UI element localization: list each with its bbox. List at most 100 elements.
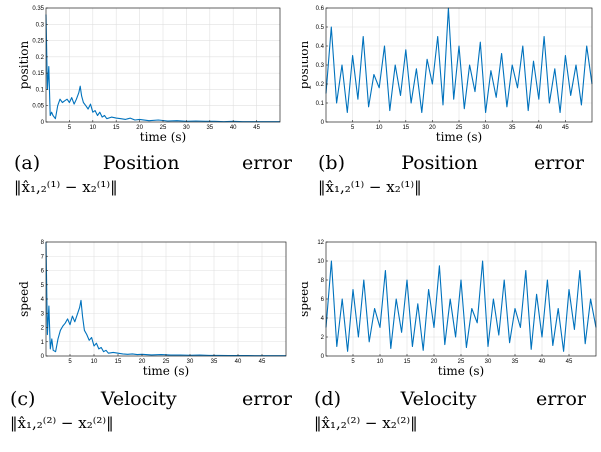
caption-a-formula: ‖x̂₁,₂⁽¹⁾ − x₂⁽¹⁾‖ bbox=[14, 178, 118, 196]
y-tick-label: 0 bbox=[41, 354, 45, 360]
caption-c: (c) Velocity error ‖x̂₁,₂⁽²⁾ − x₂⁽²⁾‖ bbox=[10, 388, 292, 434]
x-tick-label: 40 bbox=[235, 359, 242, 365]
x-tick-label: 45 bbox=[259, 359, 266, 365]
chart-panel-d: 5 10 15 20 25 30 35 40 45 0 2 4 6 8 10 12 time (s) speed bbox=[302, 232, 598, 382]
y-axis-label: speed bbox=[17, 281, 31, 317]
x-tick-label: 5 bbox=[351, 125, 355, 131]
y-axis-label: position bbox=[302, 40, 311, 89]
x-tick-label: 45 bbox=[566, 359, 573, 365]
caption-c-word2: error bbox=[242, 388, 292, 410]
x-tick-label: 20 bbox=[429, 125, 436, 131]
x-tick-label: 15 bbox=[113, 125, 120, 131]
y-tick-label: 0.3 bbox=[36, 22, 45, 28]
series-line bbox=[45, 241, 286, 357]
y-tick-label: 0.4 bbox=[316, 44, 325, 50]
caption-b-label: (b) bbox=[318, 152, 345, 174]
y-tick-label: 0.2 bbox=[316, 82, 325, 88]
x-tick-label: 5 bbox=[68, 125, 72, 131]
chart-panel-b: 5 10 15 20 25 30 35 40 45 0 0.1 0.2 0.3 0.4 0.5 0.6 time… bbox=[302, 0, 598, 145]
x-axis-label: time (s) bbox=[438, 364, 484, 378]
caption-b-word1: Position bbox=[401, 152, 478, 174]
caption-a-label: (a) bbox=[14, 152, 41, 174]
x-tick-label: 20 bbox=[136, 125, 143, 131]
x-tick-label: 25 bbox=[458, 359, 465, 365]
x-axis-label: time (s) bbox=[140, 130, 186, 144]
x-tick-label: 40 bbox=[535, 125, 542, 131]
y-tick-label: 4 bbox=[321, 316, 325, 322]
caption-c-label: (c) bbox=[10, 388, 36, 410]
caption-b: (b) Position error ‖x̂₁,₂⁽¹⁾ − x₂⁽¹⁾‖ bbox=[318, 152, 584, 198]
caption-d-word2: error bbox=[536, 388, 586, 410]
x-tick-label: 20 bbox=[139, 359, 146, 365]
x-axis-label: time (s) bbox=[143, 364, 189, 378]
x-tick-label: 25 bbox=[160, 125, 167, 131]
x-tick-label: 25 bbox=[163, 359, 170, 365]
x-tick-label: 30 bbox=[183, 125, 190, 131]
y-tick-label: 0.25 bbox=[32, 39, 44, 45]
y-tick-label: 5 bbox=[41, 283, 45, 289]
y-tick-label: 4 bbox=[41, 297, 45, 303]
y-tick-label: 10 bbox=[317, 259, 324, 265]
y-tick-label: 6 bbox=[321, 297, 325, 303]
x-tick-label: 10 bbox=[89, 125, 96, 131]
chart-d: 5 10 15 20 25 30 35 40 45 0 2 4 6 8 10 12 time (s) speed bbox=[302, 240, 597, 378]
y-tick-label: 0.35 bbox=[32, 6, 44, 12]
x-tick-label: 10 bbox=[377, 359, 384, 365]
x-tick-label: 45 bbox=[562, 125, 569, 131]
y-tick-label: 0.1 bbox=[316, 101, 325, 107]
caption-a: (a) Position error ‖x̂₁,₂⁽¹⁾ − x₂⁽¹⁾‖ bbox=[14, 152, 292, 198]
y-tick-label: 2 bbox=[321, 335, 325, 341]
caption-c-formula: ‖x̂₁,₂⁽²⁾ − x₂⁽²⁾‖ bbox=[10, 414, 114, 432]
x-tick-label: 30 bbox=[485, 359, 492, 365]
x-tick-label: 40 bbox=[230, 125, 237, 131]
series-line bbox=[325, 260, 597, 352]
caption-b-word2: error bbox=[534, 152, 584, 174]
y-tick-label: 0.5 bbox=[316, 25, 325, 31]
caption-a-word1: Position bbox=[102, 152, 180, 174]
x-tick-label: 20 bbox=[431, 359, 438, 365]
y-tick-label: 1 bbox=[41, 340, 45, 346]
series-line bbox=[45, 14, 280, 123]
x-tick-label: 10 bbox=[91, 359, 98, 365]
x-tick-label: 15 bbox=[402, 125, 409, 131]
caption-d: (d) Velocity error ‖x̂₁,₂⁽²⁾ − x₂⁽²⁾‖ bbox=[314, 388, 586, 434]
x-tick-label: 30 bbox=[482, 125, 489, 131]
y-tick-label: 0.6 bbox=[316, 6, 325, 12]
x-tick-label: 45 bbox=[253, 125, 260, 131]
x-tick-label: 35 bbox=[211, 359, 218, 365]
y-tick-label: 7 bbox=[41, 254, 45, 260]
y-tick-label: 0 bbox=[41, 120, 45, 126]
y-tick-label: 0.15 bbox=[32, 71, 44, 77]
x-tick-label: 5 bbox=[351, 359, 355, 365]
x-tick-label: 30 bbox=[187, 359, 194, 365]
caption-b-formula: ‖x̂₁,₂⁽¹⁾ − x₂⁽¹⁾‖ bbox=[318, 178, 422, 196]
x-tick-label: 35 bbox=[509, 125, 516, 131]
y-tick-label: 3 bbox=[41, 311, 45, 317]
y-tick-label: 0 bbox=[321, 120, 325, 126]
y-tick-label: 2 bbox=[41, 326, 45, 332]
x-tick-label: 5 bbox=[68, 359, 72, 365]
y-axis-label: speed bbox=[302, 281, 311, 317]
y-tick-label: 0.3 bbox=[316, 63, 325, 69]
chart-a: 5 10 15 20 25 30 35 40 45 0 0.05 0.1 0.15 0.2 0.25 0.3 0… bbox=[17, 6, 281, 144]
x-axis-label: time (s) bbox=[436, 130, 482, 144]
y-tick-label: 8 bbox=[41, 240, 45, 246]
chart-panel-c: 5 10 15 20 25 30 35 40 45 0 1 2 3 4 5 6 7 8 time (s) speed bbox=[0, 232, 290, 382]
x-tick-label: 40 bbox=[539, 359, 546, 365]
caption-d-word1: Velocity bbox=[400, 388, 477, 410]
y-tick-label: 0.05 bbox=[32, 104, 44, 110]
x-tick-label: 15 bbox=[404, 359, 411, 365]
chart-b: 5 10 15 20 25 30 35 40 45 0 0.1 0.2 0.3 0.4 0.5 0.6 time… bbox=[302, 6, 593, 144]
x-tick-label: 35 bbox=[512, 359, 519, 365]
y-tick-label: 8 bbox=[321, 278, 325, 284]
y-tick-label: 12 bbox=[317, 240, 324, 246]
caption-a-word2: error bbox=[242, 152, 292, 174]
y-tick-label: 0.1 bbox=[36, 87, 45, 93]
series-line bbox=[325, 7, 593, 114]
caption-d-formula: ‖x̂₁,₂⁽²⁾ − x₂⁽²⁾‖ bbox=[314, 414, 418, 432]
caption-c-word1: Velocity bbox=[100, 388, 177, 410]
chart-panel-a: 5 10 15 20 25 30 35 40 45 0 0.05 0.1 0.15 0.2 0.25 0.3 0… bbox=[0, 0, 290, 145]
x-tick-label: 10 bbox=[376, 125, 383, 131]
caption-d-label: (d) bbox=[314, 388, 341, 410]
